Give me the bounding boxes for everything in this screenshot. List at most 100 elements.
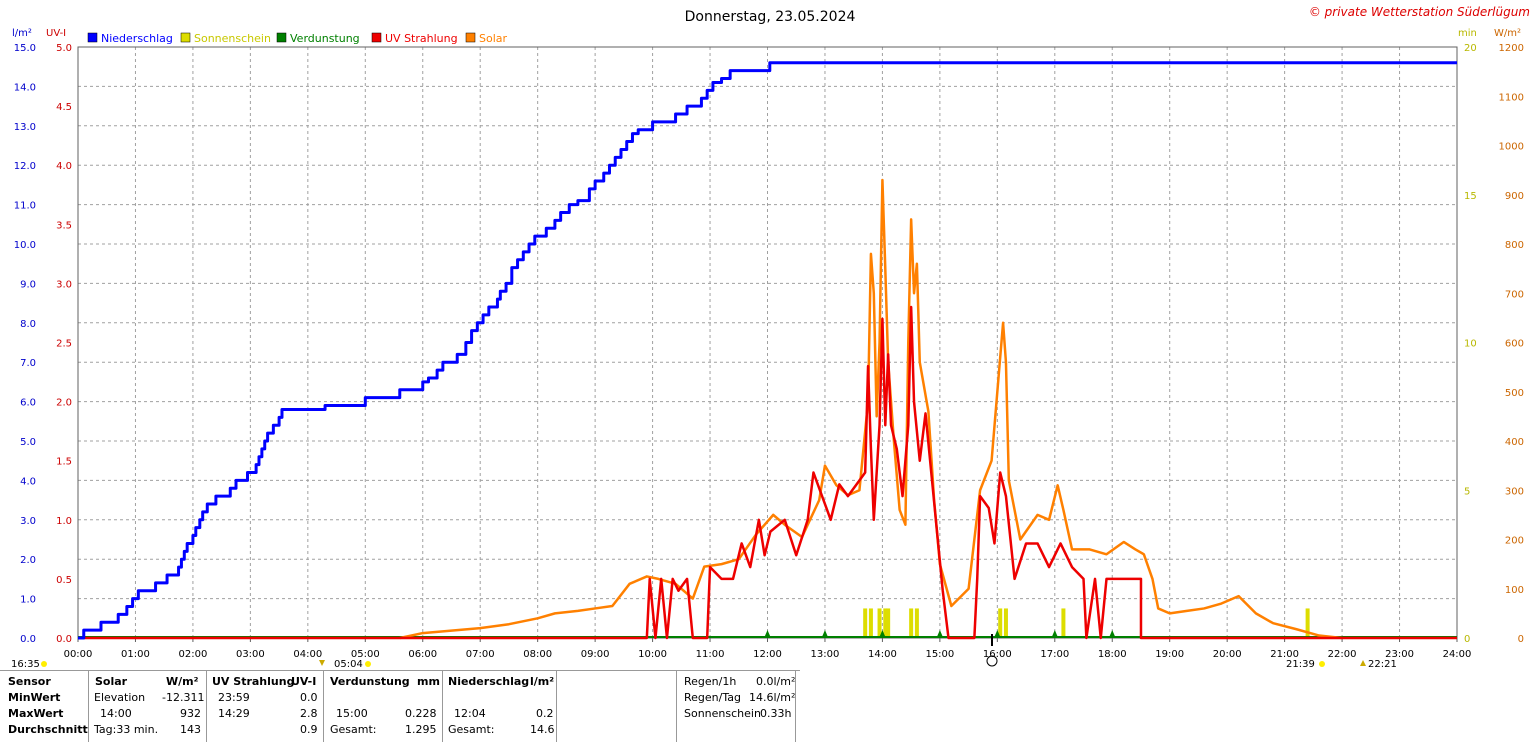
uv-max-value: 2.8 (300, 707, 318, 720)
legend-swatch-0 (87, 32, 98, 43)
time-tick-5: 05:00 (351, 649, 380, 660)
solar-tick-3: 300 (1505, 486, 1524, 497)
rain-tick-2: 2.0 (20, 555, 36, 566)
evaporation-marker-13 (821, 630, 828, 637)
rain-axis-unit: l/m² (12, 28, 32, 39)
evaporation-marker-18 (1109, 630, 1116, 637)
moonrise-icon (1319, 661, 1325, 667)
uv-tick-6: 3.0 (56, 279, 72, 290)
evaporation-marker-16 (994, 630, 1001, 637)
rain-line (78, 61, 1457, 640)
table-separator-1 (88, 670, 89, 742)
rain-tick-15: 15.0 (14, 43, 36, 54)
legend: Niederschlag Sonnenschein Verdunstung UV St… (87, 32, 508, 45)
time-tick-11: 11:00 (696, 649, 725, 660)
solar-avg-value: 143 (180, 723, 201, 736)
copyright-text: © private Wetterstation Süderlügum (1309, 5, 1530, 19)
solar-tick-9: 900 (1505, 191, 1524, 202)
table-separator-7 (795, 670, 796, 742)
row-max-label: MaxWert (8, 707, 64, 720)
left-axis-ticks: 0.0 1.0 2.0 3.0 4.0 5.0 6.0 7.0 8.0 9.0 10.0 11.0 12… (14, 43, 72, 645)
sunshine-bar-5 (909, 608, 914, 638)
legend-label-0: Niederschlag (101, 32, 173, 45)
header-rain-unit: l/m² (530, 675, 555, 688)
rain-tick-1: 1.0 (20, 595, 36, 606)
uv-axis-unit: UV-I (46, 28, 66, 39)
uv-tick-10: 5.0 (56, 43, 72, 54)
solar-tick-6: 600 (1505, 339, 1524, 350)
legend-label-1: Sonnenschein (194, 32, 271, 45)
min-tick-2: 10 (1464, 339, 1477, 350)
rain-tick-13: 13.0 (14, 122, 36, 133)
time-tick-10: 10:00 (638, 649, 667, 660)
solar-tick-10: 1000 (1499, 142, 1524, 153)
evap-max-time: 15:00 (336, 707, 368, 720)
uv-tick-2: 1.0 (56, 516, 72, 527)
uv-tick-1: 0.5 (56, 575, 72, 586)
time-tick-4: 04:00 (293, 649, 322, 660)
rain-tick-3: 3.0 (20, 516, 36, 527)
time-tick-19: 19:00 (1155, 649, 1184, 660)
time-tick-16: 16:00 (983, 649, 1012, 660)
rain-total-value: 14.6 (530, 723, 555, 736)
rain-tick-8: 8.0 (20, 319, 36, 330)
uv-tick-9: 4.5 (56, 102, 72, 113)
table-top-separator (0, 670, 800, 671)
series-layer (78, 61, 1457, 640)
solar-min-time: Elevation (94, 691, 146, 704)
solar-avg-time: Tag:33 min. (94, 723, 159, 736)
table-separator-2 (206, 670, 207, 742)
uv-min-value: 0.0 (300, 691, 318, 704)
uv-min-time: 23:59 (218, 691, 250, 704)
uv-line (78, 305, 1457, 640)
solar-tick-0: 0 (1518, 634, 1524, 645)
evap-max-value: 0.228 (405, 707, 437, 720)
solar-tick-8: 800 (1505, 240, 1524, 251)
solar-tick-12: 1200 (1499, 43, 1524, 54)
rain-tick-5: 5.0 (20, 437, 36, 448)
uv-max-time: 14:29 (218, 707, 250, 720)
time-tick-13: 13:00 (811, 649, 840, 660)
solar-line (399, 178, 1343, 640)
row-avg-label: Durchschnitt (8, 723, 88, 736)
time-tick-6: 06:00 (408, 649, 437, 660)
min-tick-3: 15 (1464, 191, 1477, 202)
rain-tick-0: 0.0 (20, 634, 36, 645)
chart-title: Donnerstag, 23.05.2024 (685, 9, 856, 25)
rain-tick-4: 4.0 (20, 476, 36, 487)
sunrise-arrow-icon (319, 660, 325, 666)
sunset-label: 22:21 (1368, 659, 1397, 670)
solar-tick-1: 100 (1505, 585, 1524, 596)
time-tick-3: 03:00 (236, 649, 265, 660)
evaporation-marker-15 (936, 630, 943, 637)
solar-min-value: -12.311 (162, 691, 205, 704)
time-tick-23: 23:00 (1385, 649, 1414, 660)
legend-swatch-3 (371, 32, 382, 43)
row-min-label: MinWert (8, 691, 61, 704)
solar-tick-2: 200 (1505, 536, 1524, 547)
sunshine-bar-10 (1305, 608, 1310, 638)
evap-total-value: 1.295 (405, 723, 437, 736)
solar-tick-7: 700 (1505, 289, 1524, 300)
rain-tick-9: 9.0 (20, 279, 36, 290)
header-uv-unit: UV-I (291, 675, 317, 688)
regen-1h-value: 0.0l/m² (756, 675, 796, 688)
rain-tick-10: 10.0 (14, 240, 36, 251)
time-tick-7: 07:00 (466, 649, 495, 660)
rain-max-value: 0.2 (536, 707, 554, 720)
min-tick-1: 5 (1464, 486, 1470, 497)
time-tick-17: 17:00 (1040, 649, 1069, 660)
rain-tick-7: 7.0 (20, 358, 36, 369)
sunshine-bar-1 (868, 608, 873, 638)
time-tick-18: 18:00 (1098, 649, 1127, 660)
sonnenschein-label: Sonnenschein (684, 707, 761, 720)
rain-total-label: Gesamt: (448, 723, 495, 736)
header-evap: Verdunstung (330, 675, 410, 688)
moonset-icon (41, 661, 47, 667)
header-solar: Solar (95, 675, 128, 688)
table-separator-5 (556, 670, 557, 742)
sunshine-bar-4 (886, 608, 891, 638)
time-tick-2: 02:00 (179, 649, 208, 660)
sonnenschein-value: 0.33h (760, 707, 792, 720)
